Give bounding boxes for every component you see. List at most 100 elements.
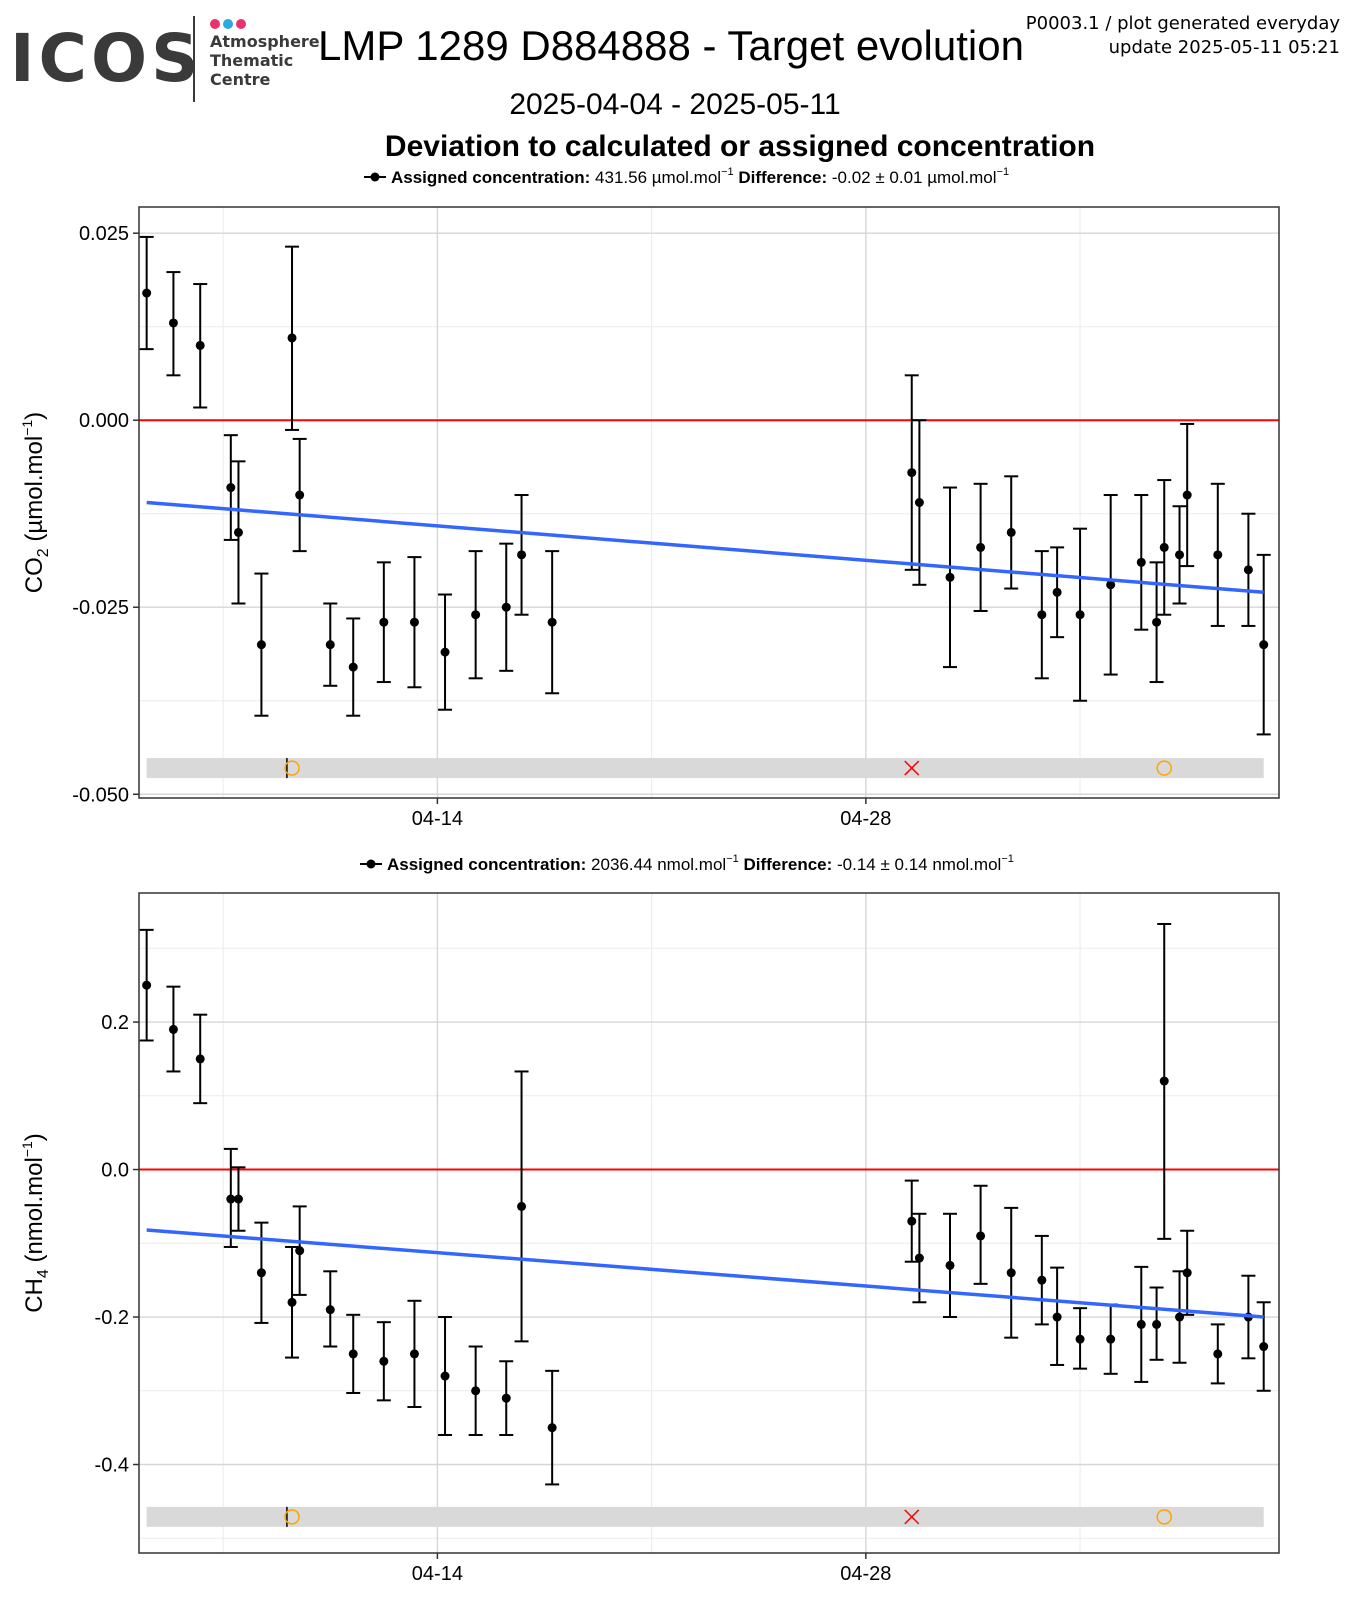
plot-panel [139,207,1279,798]
page-title: LMP 1289 D884888 - Target evolution [318,22,1024,69]
data-point [1172,505,1187,605]
ch4-chart: 0.2 0.0 -0.2 -0.4 04-14 04-28 CH4 (nmol.mol−1)… [19,853,1280,1585]
data-point-marker [379,617,389,627]
data-point-marker [1052,1312,1062,1322]
data-point-marker [226,483,236,493]
y-tick-label: -0.2 [95,1307,129,1329]
plot-panel [139,893,1279,1553]
x-tick-label: 04-28 [840,808,891,830]
icos-logo: ICOS Atmosphere Thematic Centre [10,14,320,106]
data-point [407,1299,422,1408]
data-point [1180,1229,1195,1316]
flag-cross-marker [904,1509,920,1525]
data-point [514,1070,529,1343]
legend: Assigned concentration: 2036.44 nmol.mol… [360,853,1014,874]
data-point-marker [287,1297,297,1307]
data-point [1256,1301,1271,1392]
data-point [468,550,483,680]
data-point-marker [1052,587,1062,597]
generation-info: P0003.1 / plot generated everyday update… [1026,12,1340,60]
data-point-marker [1152,1319,1162,1329]
data-point-marker [501,602,511,612]
data-point-marker [976,1231,986,1241]
data-point-marker [168,318,178,328]
data-point-marker [945,1260,955,1270]
x-tick-label: 04-14 [412,808,463,830]
data-point-marker [379,1356,389,1366]
data-point-marker [325,640,335,650]
data-point [1180,422,1195,568]
legend-key-point [370,172,380,182]
data-point-marker [1075,1334,1085,1344]
data-point [1210,482,1225,627]
data-point [1134,1265,1149,1383]
data-point-marker [501,1393,511,1403]
data-point-marker [348,1349,358,1359]
data-point-marker [195,1054,205,1064]
data-point [904,374,919,571]
legend-key-point [366,859,376,869]
data-point [346,617,361,717]
data-point-marker [1243,565,1253,575]
data-point-marker [1136,1319,1146,1329]
data-point-marker [233,527,243,537]
logo-wordmark: ICOS [10,20,203,97]
flag-circle-marker [1156,760,1172,776]
x-tick-label: 04-14 [412,1563,463,1585]
data-point [973,482,988,612]
data-point-marker [325,1305,335,1315]
data-point [545,1369,560,1486]
data-point-marker [471,1386,481,1396]
data-point-marker [907,1216,917,1226]
data-point [323,602,338,687]
data-point [1210,1323,1225,1385]
data-point-marker [907,468,917,478]
logo-line-1: Atmosphere [210,32,320,51]
data-point-marker [1106,580,1116,590]
data-point [1073,1307,1088,1370]
logo-dots [210,16,249,34]
logo-line-3: Centre [210,70,271,89]
y-tick-label: -0.4 [95,1455,129,1477]
data-point [285,1245,300,1359]
data-point-marker [1213,550,1223,560]
data-point [1157,479,1172,616]
logo-dot [210,19,220,29]
data-point-marker [1006,1268,1016,1278]
data-point-marker [226,1194,236,1204]
data-point-marker [547,617,557,627]
co2-chart: 0.025 0.000 -0.025 -0.050 04-14 04-28 CO2 (µmo… [19,166,1280,830]
data-point-marker [256,1268,266,1278]
data-point [166,271,181,377]
data-point [438,593,453,711]
y-tick-label: 0.000 [79,410,129,432]
data-point-marker [1182,1268,1192,1278]
y-axis-label: CH4 (nmol.mol−1) [19,1133,52,1313]
data-point-marker [440,1371,450,1381]
data-point [1034,550,1049,680]
data-point-marker [914,1253,924,1263]
y-tick-label: 0.0 [101,1160,129,1182]
data-point [1149,1286,1164,1361]
data-point-marker [471,610,481,620]
data-point-marker [348,662,358,672]
y-tick-label: -0.025 [72,597,129,619]
data-point-marker [1159,542,1169,552]
data-point [292,437,307,553]
data-point [139,928,154,1042]
data-point-marker [142,980,152,990]
flag-circle-marker [284,1509,300,1525]
data-point [223,1147,238,1248]
logo-separator [193,16,195,102]
data-point [438,1316,453,1437]
data-point [499,542,514,672]
data-point [468,1345,483,1437]
y-axis-label: CO2 (µmol.mol−1) [19,412,52,593]
data-point-marker [1152,617,1162,627]
flag-cross-stroke [904,1509,920,1525]
y-tick-label: -0.050 [72,784,129,806]
data-point-marker [409,1349,419,1359]
data-point-marker [976,542,986,552]
flag-band [146,1506,1264,1527]
date-range: 2025-04-04 - 2025-05-11 [509,88,841,121]
